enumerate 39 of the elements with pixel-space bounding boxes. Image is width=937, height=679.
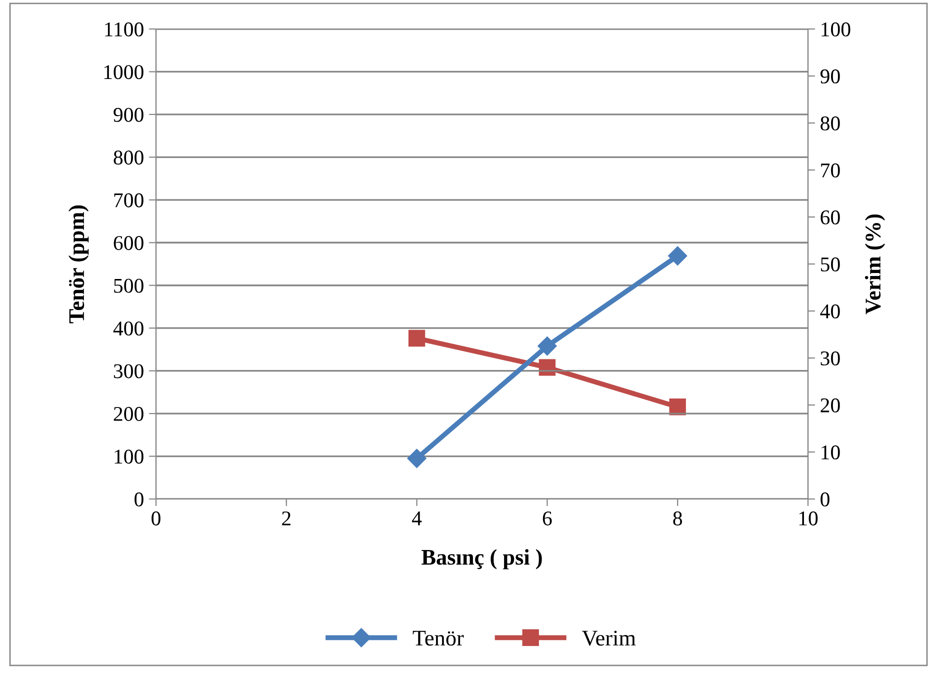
point (538, 359, 556, 376)
y-tick-label: 600 (114, 236, 144, 250)
y-tick-label: 300 (114, 364, 144, 378)
y-tick-label: 400 (113, 321, 144, 336)
y2-tick-label: 30 (820, 351, 840, 366)
y2-tick-label: 60 (820, 210, 840, 224)
y-tick-label: 200 (114, 406, 144, 421)
y2-tick-label: 100 (822, 22, 850, 36)
y-tick-label: 500 (114, 278, 144, 293)
y2-tick-label: 70 (821, 163, 840, 178)
x-tick-label: 2 (282, 511, 290, 526)
point (408, 330, 426, 347)
point (668, 246, 688, 266)
y2-axis-title: Verim (%) (864, 214, 886, 314)
y-tick-label: 100 (114, 450, 144, 464)
legend-label: Tenör (412, 630, 464, 646)
y2-tick-label: 80 (820, 116, 840, 130)
x-tick-label: 0 (152, 511, 160, 526)
y-tick-label: 0 (134, 492, 144, 506)
y-tick-label: 1000 (104, 65, 144, 80)
legend-label: Verim (582, 630, 636, 646)
y2-tick-label: 90 (820, 69, 840, 84)
point (538, 336, 557, 356)
y2-tick-label: 40 (820, 304, 840, 318)
x-tick-label: 8 (673, 511, 682, 526)
x-tick-label: 10 (799, 511, 818, 526)
x-tick-label: 4 (412, 512, 422, 526)
y-axis-title: Tenör (ppm) (68, 205, 89, 324)
y-tick-label: 800 (114, 150, 144, 165)
x-axis-title: Basınç ( psi ) (422, 549, 542, 570)
y-tick-label: 1100 (105, 22, 144, 36)
y2-tick-label: 0 (820, 492, 830, 506)
y2-tick-label: 50 (821, 257, 840, 272)
point (407, 448, 426, 468)
y2-tick-label: 10 (822, 445, 840, 460)
y-tick-label: 700 (114, 193, 144, 208)
y-tick-label: 900 (114, 108, 144, 122)
x-tick-label: 6 (542, 511, 552, 526)
y2-tick-label: 20 (820, 398, 840, 412)
